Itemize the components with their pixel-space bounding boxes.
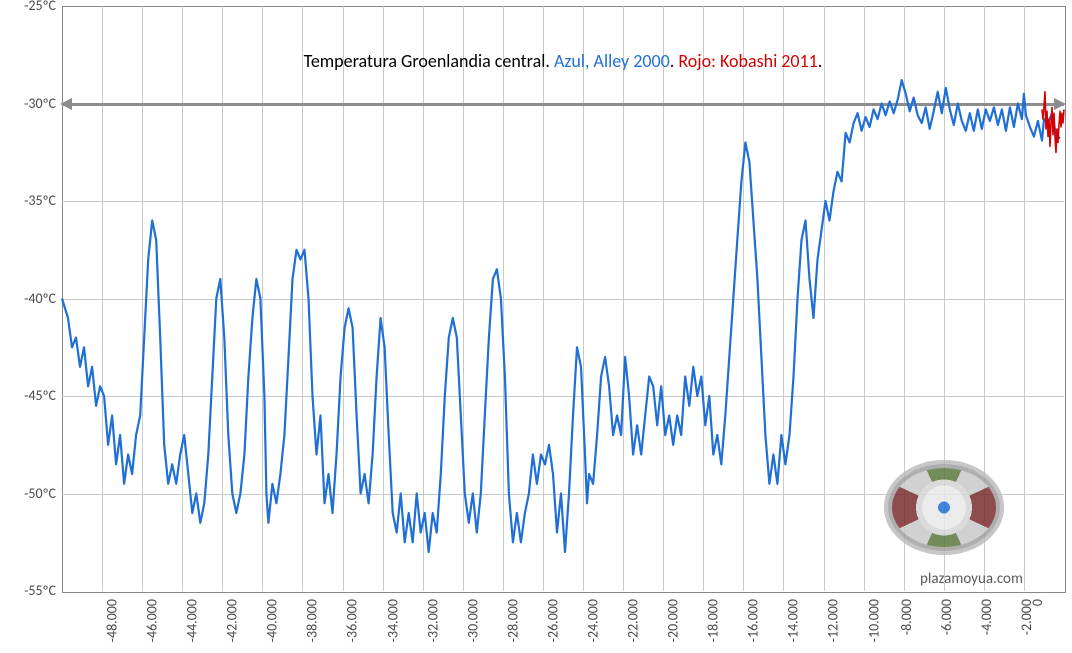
chart-container: -25ºC-30ºC-35ºC-40ºC-45ºC-50ºC-55ºC -48.… bbox=[0, 0, 1072, 653]
title-fragment: Azul, Alley 2000 bbox=[554, 50, 670, 72]
series-kobashi-2011 bbox=[1042, 92, 1064, 153]
chart-title: Temperatura Groenlandia central. Azul, A… bbox=[62, 50, 1064, 72]
watermark-text: plazamoyua.com bbox=[920, 570, 1023, 588]
chart-series-svg bbox=[0, 0, 1072, 653]
title-fragment: . bbox=[818, 50, 823, 72]
site-logo-icon bbox=[884, 460, 1004, 555]
title-fragment: Temperatura Groenlandia central. bbox=[304, 50, 554, 72]
title-fragment: Rojo: Kobashi 2011 bbox=[678, 50, 817, 72]
